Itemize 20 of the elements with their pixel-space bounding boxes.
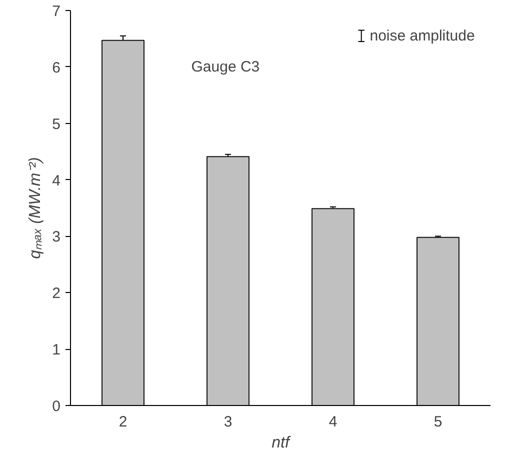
annotation: Gauge C3 [191, 58, 260, 76]
x-tick-label: 5 [434, 414, 442, 430]
y-tick-label: 0 [52, 398, 60, 415]
bar [312, 208, 354, 406]
x-tick-label: 2 [118, 414, 128, 430]
bar [206, 156, 250, 406]
y-tick-label: 3 [52, 228, 60, 246]
y-tick-label: 5 [52, 116, 60, 133]
y-axis-title: qₘₐₓ (MW.m⁻²) [27, 157, 44, 259]
y-tick-label: 1 [52, 342, 60, 359]
annotation: noise amplitude [370, 27, 475, 44]
y-tick-label: 7 [52, 3, 60, 20]
x-tick-label: 4 [328, 414, 338, 430]
bar [416, 236, 460, 406]
x-tick-label: 3 [224, 414, 232, 430]
y-tick-label: 2 [52, 285, 60, 302]
y-tick-label: 4 [52, 172, 60, 190]
bar [102, 40, 144, 406]
x-axis-title: ntf [272, 434, 291, 452]
y-tick-label: 6 [52, 59, 60, 76]
